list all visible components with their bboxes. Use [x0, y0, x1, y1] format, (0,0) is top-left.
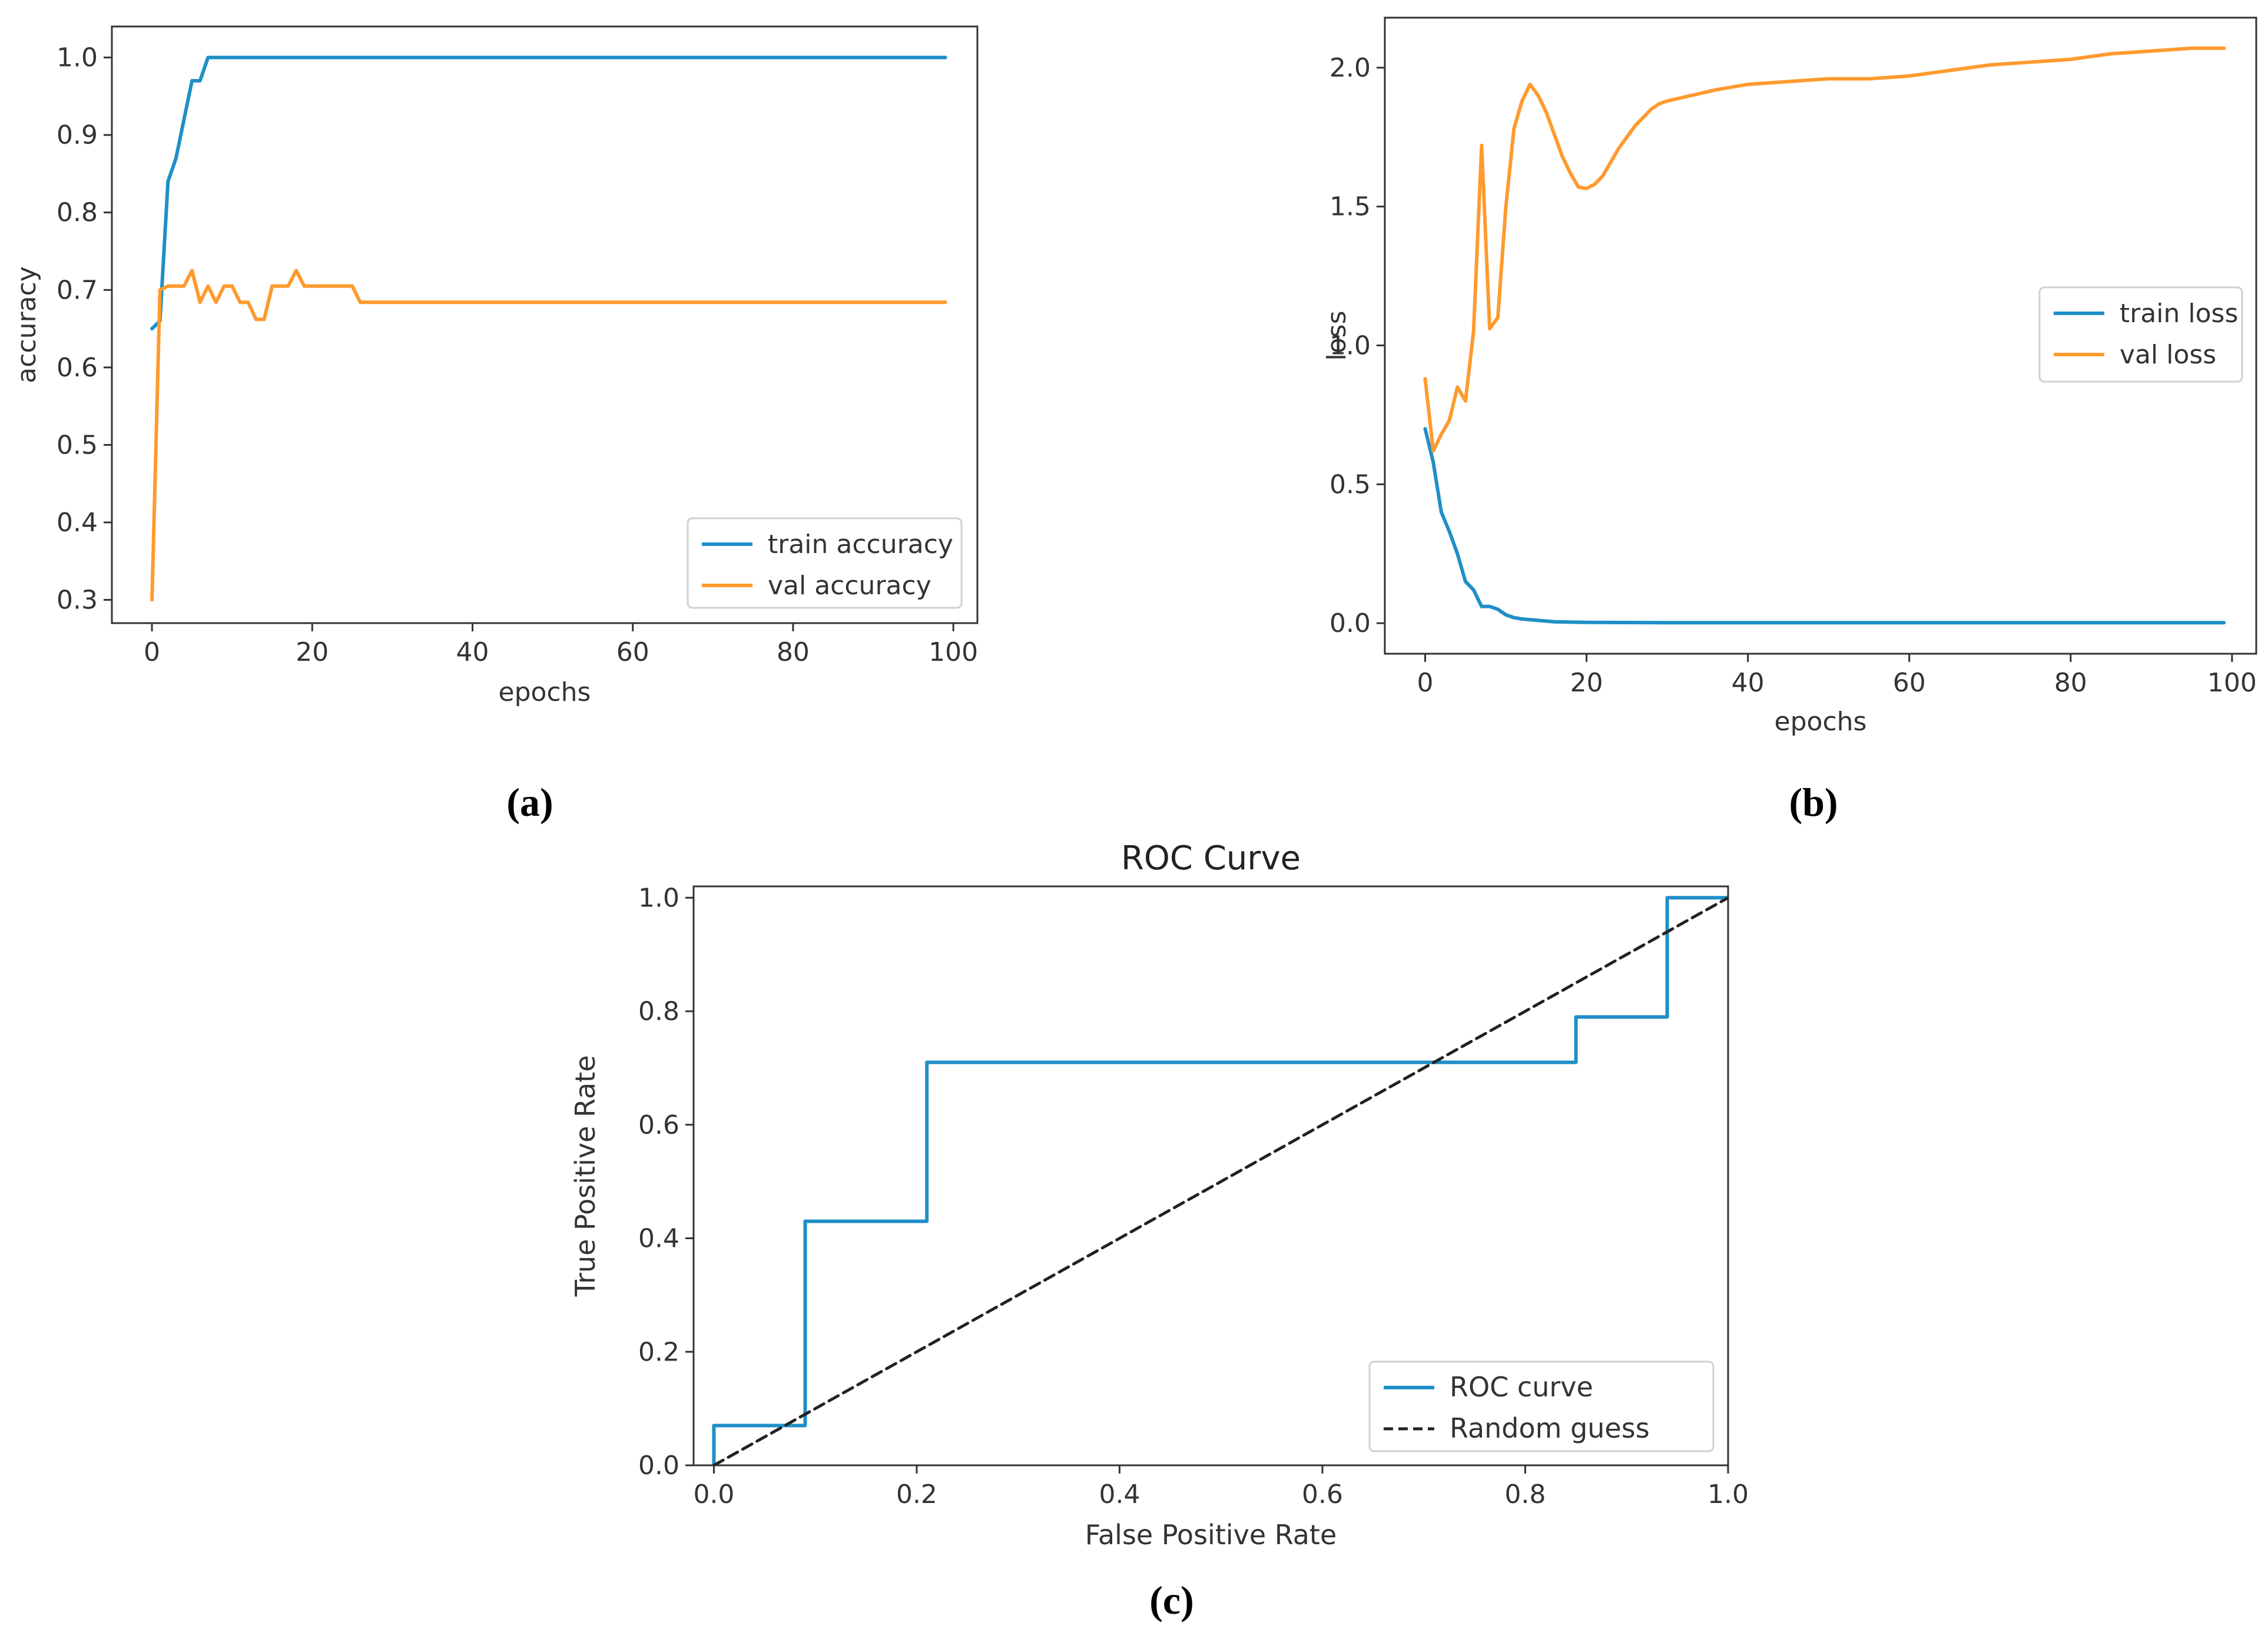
roc-chart: 0.0 0.2 0.4 0.6 0.8 1.0 0.0 0.2 0.4 0.6 0.8 1.0 Fals… — [569, 839, 1749, 1623]
x-tick-label: 40 — [456, 637, 489, 667]
legend-entry: val accuracy — [768, 571, 931, 601]
x-tick-label: 0 — [144, 637, 160, 667]
y-tick-label: 0.0 — [638, 1451, 679, 1481]
y-tick-label: 0.4 — [57, 508, 98, 538]
x-tick-label: 0.2 — [896, 1479, 937, 1509]
panel-label: (b) — [1789, 780, 1838, 825]
legend-entry: train loss — [2120, 299, 2238, 329]
x-tick-label: 80 — [2054, 668, 2087, 698]
x-tick-label: 20 — [1570, 668, 1603, 698]
y-tick-label: 0.8 — [638, 997, 679, 1027]
x-tick-label: 1.0 — [1707, 1479, 1749, 1509]
x-tick-label: 100 — [929, 637, 978, 667]
series-line-roc-curve — [712, 896, 1728, 1465]
x-tick-label: 80 — [777, 637, 810, 667]
y-tick-label: 1.0 — [1329, 331, 1371, 361]
y-tick-label: 0.0 — [1329, 608, 1371, 638]
x-tick-label: 0.6 — [1302, 1479, 1343, 1509]
y-tick-label: 0.5 — [1329, 469, 1371, 499]
y-tick-label: 0.2 — [638, 1337, 679, 1367]
y-tick-label: 1.0 — [57, 43, 98, 73]
legend-entry: val loss — [2120, 340, 2216, 370]
y-tick-label: 0.7 — [57, 275, 98, 305]
x-tick-label: 0.0 — [693, 1479, 734, 1509]
x-tick-label: 0.4 — [1099, 1479, 1140, 1509]
y-tick-label: 0.9 — [57, 120, 98, 150]
legend-box — [687, 517, 963, 609]
y-tick-label: 0.8 — [57, 198, 98, 228]
y-tick-label: 0.4 — [638, 1224, 679, 1254]
plot-frame — [111, 25, 979, 624]
legend-entry: train accuracy — [768, 529, 953, 560]
legend-box — [2038, 286, 2243, 383]
y-tick-label: 0.5 — [57, 430, 98, 460]
y-tick-label: 0.6 — [57, 353, 98, 383]
panel-label: (c) — [1149, 1578, 1193, 1623]
y-axis-label: True Positive Rate — [569, 1055, 601, 1297]
x-tick-label: 0 — [1417, 668, 1434, 698]
x-tick-label: 60 — [616, 637, 649, 667]
plot-frame — [692, 885, 1729, 1466]
series-line-train-loss — [1423, 427, 2226, 625]
x-tick-label: 40 — [1732, 668, 1765, 698]
x-axis-label: epochs — [1775, 707, 1867, 737]
y-tick-label: 1.5 — [1329, 192, 1371, 222]
y-axis-label: accuracy — [12, 266, 42, 383]
series-line-random-guess — [712, 896, 1728, 1465]
x-tick-label: 100 — [2207, 668, 2257, 698]
chart-title: ROC Curve — [1121, 839, 1301, 878]
legend-entry: ROC curve — [1450, 1371, 1593, 1403]
y-tick-label: 1.0 — [638, 883, 679, 913]
plot-frame — [1384, 16, 2257, 655]
y-axis-label: loss — [1322, 311, 1352, 361]
x-tick-label: 0.8 — [1504, 1479, 1546, 1509]
accuracy-chart: 0 20 40 60 80 100 0.3 0.4 0.5 0.6 0.7 0.8 0.9 1.0 epoc… — [12, 25, 979, 825]
loss-chart: 0 20 40 60 80 100 0.0 0.5 1.0 1.5 2.0 epochs loss tra… — [1322, 16, 2257, 825]
y-tick-label: 2.0 — [1329, 53, 1371, 83]
series-line-val-accuracy — [150, 269, 947, 602]
legend-entry: Random guess — [1450, 1412, 1650, 1444]
x-tick-label: 60 — [1893, 668, 1926, 698]
legend-box — [1368, 1360, 1715, 1452]
y-tick-label: 0.6 — [638, 1110, 679, 1140]
x-axis-label: epochs — [499, 677, 591, 707]
y-tick-label: 0.3 — [57, 585, 98, 615]
series-line-train-accuracy — [150, 55, 947, 331]
x-tick-label: 20 — [296, 637, 329, 667]
x-axis-label: False Positive Rate — [1085, 1519, 1337, 1551]
panel-label: (a) — [506, 780, 553, 825]
series-line-val-loss — [1423, 46, 2226, 453]
